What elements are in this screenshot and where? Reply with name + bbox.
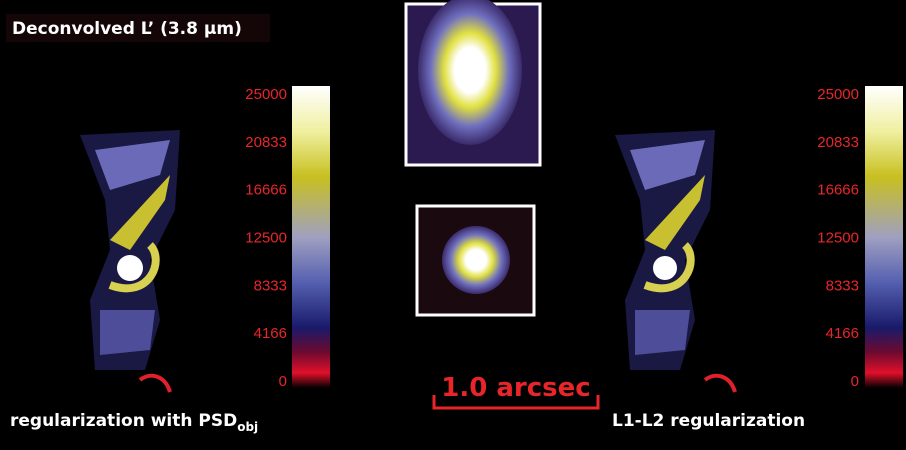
raw-source xyxy=(418,0,522,145)
colorbar-tick-label: 16666 xyxy=(817,182,859,199)
colorbar-tick-label: 4166 xyxy=(254,325,287,342)
figure: Deconvolved L’ (3.8 µm) 1.0 arcsec regul… xyxy=(0,0,906,450)
colorbar-tick-label: 8333 xyxy=(254,277,287,294)
colorbar-tick-label: 0 xyxy=(279,373,287,390)
colorbar-tick-label: 20833 xyxy=(245,134,287,151)
psf-source xyxy=(442,226,510,294)
colorbar-tick-label: 4166 xyxy=(826,325,859,342)
left-colorbar xyxy=(292,86,330,388)
left-label-subscript: obj xyxy=(237,420,258,434)
colorbar-tick-label: 25000 xyxy=(245,86,287,103)
title: Deconvolved L’ (3.8 µm) xyxy=(12,19,242,39)
colorbar-tick-label: 16666 xyxy=(245,182,287,199)
colorbar-tick-label: 20833 xyxy=(817,134,859,151)
colorbar-tick-label: 8333 xyxy=(826,277,859,294)
colorbar-tick-label: 25000 xyxy=(817,86,859,103)
colorbar-tick-label: 0 xyxy=(851,373,859,390)
right-colorbar xyxy=(865,86,903,388)
colorbar-tick-label: 12500 xyxy=(245,229,287,246)
left-label: regularization with PSDobj xyxy=(10,411,258,434)
colorbar-tick-label: 12500 xyxy=(817,229,859,246)
left-label-main: regularization with PSD xyxy=(10,411,237,431)
right-label: L1-L2 regularization xyxy=(612,411,805,431)
scale-label: 1.0 arcsec xyxy=(441,373,590,403)
